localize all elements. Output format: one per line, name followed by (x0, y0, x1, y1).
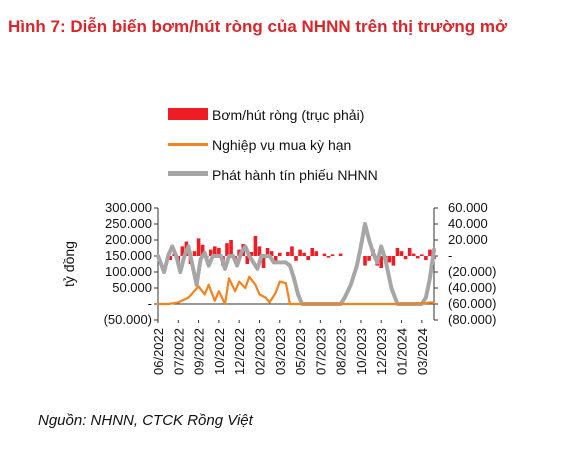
bar-net (322, 253, 327, 256)
figure-title: Hình 7: Diễn biến bơm/hút ròng của NHNN … (8, 17, 508, 36)
bar-net (200, 244, 205, 256)
right-tick-label: 20.000 (448, 232, 488, 247)
chart: 300.000250.000200.000150.000100.00050.00… (61, 200, 496, 375)
bar-net (245, 256, 250, 264)
bar-net (367, 256, 371, 261)
bar-net (387, 256, 392, 263)
legend-swatch-net (168, 108, 208, 120)
bar-net (265, 248, 270, 256)
bar-net (225, 243, 229, 256)
x-tick-label: 07/2023 (313, 328, 328, 375)
bar-net (415, 256, 420, 259)
bar-net (290, 246, 294, 256)
x-tick-label: 06/2022 (151, 328, 166, 375)
x-tick-label: 09/2022 (192, 328, 207, 375)
right-tick-label: - (448, 248, 452, 263)
right-tick-label: (40.000) (448, 280, 496, 295)
bar-net (286, 252, 290, 256)
bar-net (217, 248, 221, 256)
bar-net (298, 249, 302, 256)
x-tick-label: 10/2023 (354, 328, 369, 375)
bar-net (229, 240, 233, 256)
bar-net (257, 246, 262, 256)
x-tick-label: 03/2024 (415, 328, 430, 375)
legend-swatch-bills (168, 171, 208, 176)
series-line-bills (156, 222, 436, 306)
bar-net (294, 256, 298, 261)
bar-net (399, 251, 404, 256)
bar-net (302, 252, 306, 256)
bar-net (253, 236, 258, 256)
bar-net (379, 256, 384, 268)
bar-net (273, 256, 278, 263)
bar-net (180, 246, 185, 256)
bar-net (208, 249, 213, 256)
bar-net (338, 253, 343, 256)
bar-net (330, 254, 335, 256)
bar-net (196, 238, 201, 256)
right-tick-label: (80.000) (448, 312, 496, 327)
bar-net (277, 252, 282, 256)
right-tick-label: 60.000 (448, 200, 488, 215)
bar-net (420, 254, 424, 256)
bar-net (249, 252, 254, 256)
bar-net (424, 256, 428, 260)
x-tick-label: 01/2024 (395, 328, 410, 375)
legend-label-bills: Phát hành tín phiếu NHNN (212, 167, 378, 183)
left-tick-label: 200.000 (105, 232, 152, 247)
bar-net (428, 249, 432, 256)
legend-label-net: Bơm/hút ròng (trục phải) (212, 107, 365, 123)
bar-net (407, 248, 412, 256)
right-tick-label: 40.000 (448, 216, 488, 231)
left-tick-label: 150.000 (105, 248, 152, 263)
left-tick-label: 100.000 (105, 264, 152, 279)
bar-net (269, 251, 274, 256)
bar-net (213, 246, 217, 256)
x-tick-label: 02/2023 (252, 328, 267, 375)
left-tick-label: (50.000) (104, 312, 152, 327)
right-tick-label: (60.000) (448, 296, 496, 311)
x-tick-label: 07/2022 (171, 328, 186, 375)
bar-net (310, 248, 315, 256)
x-tick-label: 12/2023 (374, 328, 389, 375)
bar-net (306, 256, 310, 260)
bar-net (314, 251, 319, 256)
legend-swatch-omo (168, 143, 208, 146)
x-tick-label: 08/2023 (334, 328, 349, 375)
bar-net (261, 256, 266, 268)
source-note: Nguồn: NHNN, CTCK Rồng Việt (38, 412, 253, 429)
left-tick-label: 50.000 (112, 280, 152, 295)
left-tick-label: 250.000 (105, 216, 152, 231)
legend-label-omo: Nghiệp vụ mua kỳ hạn (212, 137, 352, 153)
bar-net (168, 256, 172, 260)
left-tick-label: 300.000 (105, 200, 152, 215)
bar-net (395, 248, 400, 256)
x-tick-label: 10/2022 (212, 328, 227, 375)
bar-net (363, 256, 367, 266)
x-tick-label: 03/2023 (273, 328, 288, 375)
bar-net (411, 253, 416, 256)
x-tick-label: 12/2022 (232, 328, 247, 375)
right-tick-label: (20.000) (448, 264, 496, 279)
series-line-omo (156, 275, 436, 306)
bar-net (403, 256, 408, 260)
left-tick-label: - (148, 296, 152, 311)
y-axis-label: tỷ đồng (61, 241, 77, 287)
bar-net (391, 256, 396, 266)
bar-net (326, 256, 331, 258)
bar-net (192, 251, 197, 256)
x-tick-label: 05/2023 (293, 328, 308, 375)
